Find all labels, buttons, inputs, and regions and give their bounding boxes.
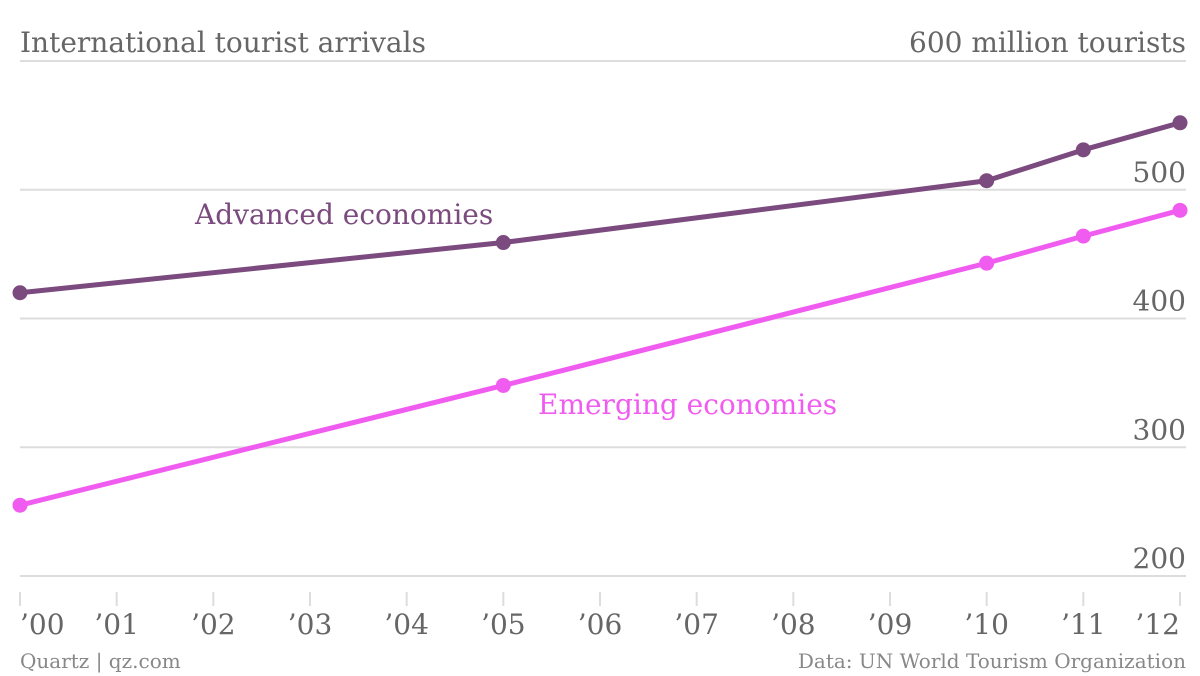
advanced-economies-label: Advanced economies <box>194 198 493 231</box>
y-tick-labels: 200 300 400 500 <box>1133 156 1186 575</box>
x-tick-label-2: ’02 <box>191 608 236 641</box>
series-1-point-2010 <box>979 255 995 271</box>
y-tick-label-400: 400 <box>1133 285 1186 318</box>
series-1-point-2000 <box>12 497 28 513</box>
series-0-point-2005 <box>495 235 511 251</box>
source-text: Data: UN World Tourism Organization <box>798 649 1186 673</box>
x-ticks: ’00 ’01 ’02 ’03 ’04 ’05 ’06 ’07 ’08 ’09 ’10 ’11 ’12 <box>19 592 1181 641</box>
x-tick-label-4: ’04 <box>384 608 429 641</box>
x-tick-label-0: ’00 <box>20 608 65 641</box>
x-tick-label-8: ’08 <box>771 608 816 641</box>
series-line-1 <box>17 207 1183 508</box>
series-line-0 <box>17 120 1183 296</box>
x-tick-label-9: ’09 <box>868 608 913 641</box>
series-1-point-2012 <box>1172 202 1188 218</box>
y-tick-label-500: 500 <box>1133 156 1186 189</box>
series-0-point-2011 <box>1075 142 1091 158</box>
x-tick-label-7: ’07 <box>674 608 719 641</box>
credit-text: Quartz | qz.com <box>20 649 181 674</box>
series-0-point-2010 <box>979 173 995 189</box>
x-tick-label-10: ’10 <box>964 608 1009 641</box>
series-1-point-2011 <box>1075 228 1091 244</box>
x-tick-label-6: ’06 <box>578 608 623 641</box>
x-tick-label-11: ’11 <box>1061 608 1106 641</box>
series-1-point-2005 <box>495 377 511 393</box>
y-axis-top-label: 600 million tourists <box>909 26 1186 59</box>
series-0-point-2012 <box>1172 115 1188 131</box>
emerging-economies-label: Emerging economies <box>538 388 837 421</box>
y-tick-label-300: 300 <box>1133 413 1186 446</box>
series-lines <box>12 115 1188 513</box>
gridlines <box>20 60 1186 577</box>
x-tick-label-5: ’05 <box>481 608 526 641</box>
x-tick-label-12: ’12 <box>1135 608 1180 641</box>
series-0-point-2000 <box>12 285 28 301</box>
x-tick-label-3: ’03 <box>288 608 333 641</box>
x-tick-label-1: ’01 <box>94 608 139 641</box>
y-tick-label-200: 200 <box>1133 542 1186 575</box>
chart-title: International tourist arrivals <box>20 26 426 59</box>
